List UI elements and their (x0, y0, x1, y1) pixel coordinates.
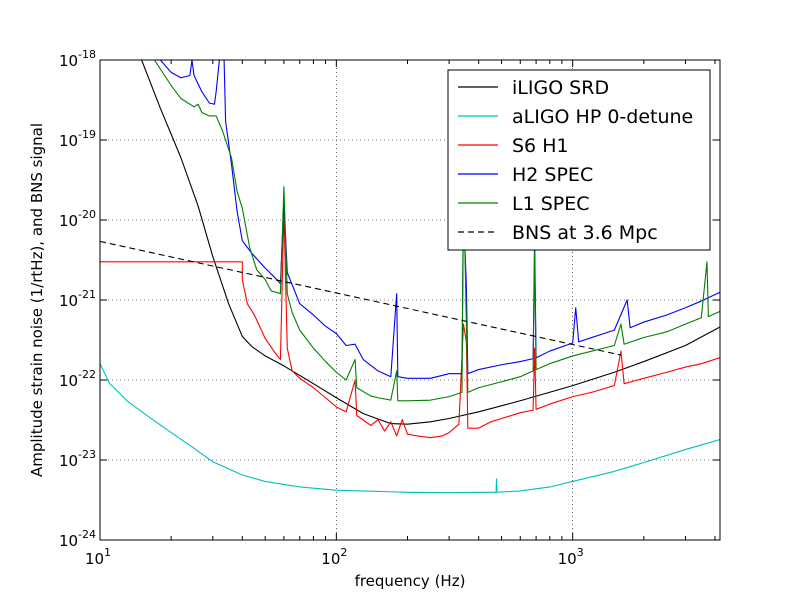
legend-label: L1 SPEC (512, 193, 590, 215)
legend-label: H2 SPEC (512, 164, 593, 186)
x-tick-label: 102 (321, 546, 347, 568)
series-line-aligo-hp-0-detune (100, 363, 720, 494)
y-tick-label: 10-21 (59, 288, 96, 310)
y-tick-label: 10-22 (59, 368, 96, 390)
series-line-bns-at-3-6-mpc (100, 240, 622, 356)
legend-label: aLIGO HP 0-detune (512, 106, 693, 128)
y-tick-label: 10-24 (59, 528, 96, 550)
legend-box (447, 69, 711, 251)
legend-label: S6 H1 (512, 135, 569, 157)
x-tick-label: 103 (558, 546, 584, 568)
series-layer (100, 60, 720, 494)
legend-label: iLIGO SRD (512, 77, 609, 99)
series-line-l1-spec (154, 60, 720, 402)
series-line-h2-spec (141, 60, 720, 379)
legend: iLIGO SRD aLIGO HP 0-detune S6 H1 H2 SPEC L1… (447, 69, 711, 251)
y-tick-label: 10-20 (59, 208, 96, 230)
x-tick-label: 101 (85, 546, 111, 568)
y-axis-label: Amplitude strain noise (1/rtHz), and BNS… (28, 123, 46, 477)
series-line-s6-h1 (100, 210, 720, 439)
ticks: 101 102 103 10-24 10-23 10-22 10-21 10-20 10-19 1… (59, 48, 720, 568)
y-tick-label: 10-18 (59, 48, 96, 70)
series-line-iligo-srd (141, 60, 720, 425)
y-tick-label: 10-23 (59, 448, 96, 470)
legend-label: BNS at 3.6 Mpc (512, 222, 658, 244)
y-tick-label: 10-19 (59, 128, 96, 150)
x-axis-label: frequency (Hz) (355, 572, 466, 590)
